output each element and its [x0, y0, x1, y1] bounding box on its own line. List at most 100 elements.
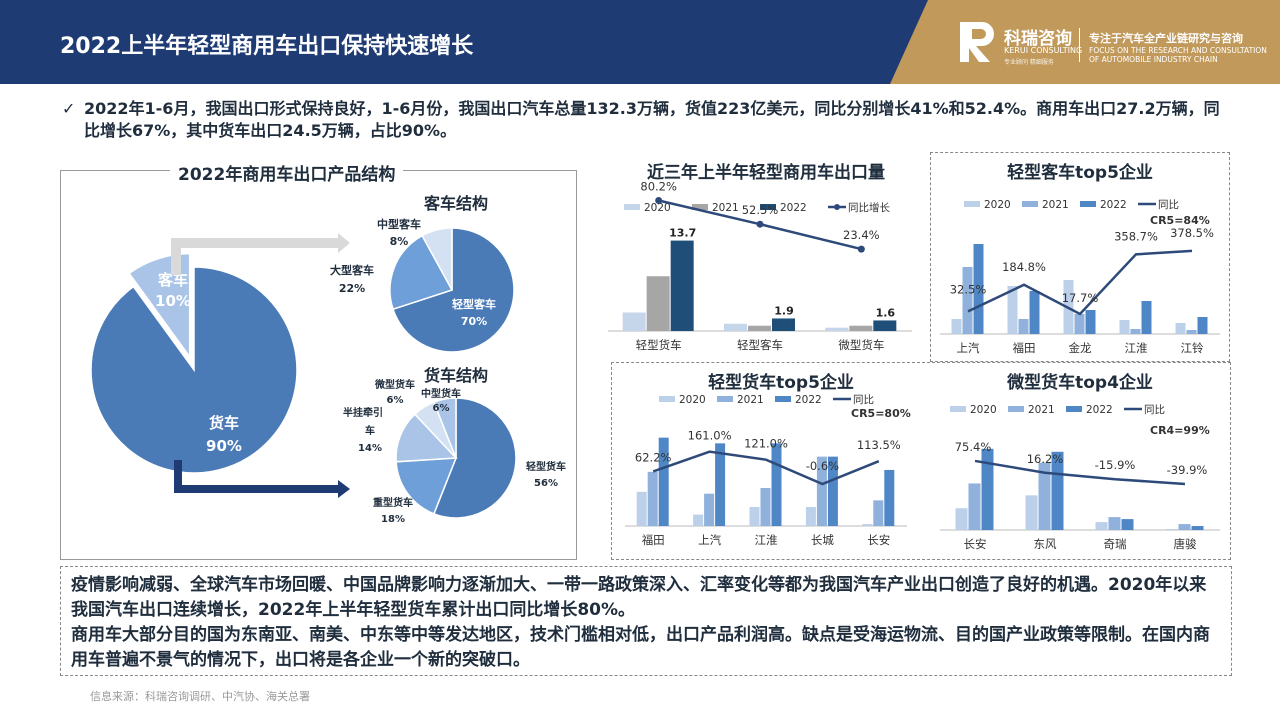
mini-top4-bar-1-1	[1038, 462, 1051, 530]
mini-top4-bar-2-2	[1121, 519, 1134, 530]
three-year-legend-swatch-1	[692, 204, 708, 210]
bus-top5-xtick-3: 江淮	[1125, 341, 1148, 355]
truck-top5-title: 轻型货车top5企业	[708, 372, 854, 393]
bus-top5-bar-3-0	[1119, 320, 1130, 334]
mini-top4-chart: 微型货车top4企业 2020 2021 2022 同比 CR4=99% 长安 东风 奇瑞 唐骏 7…	[940, 372, 1220, 551]
mini-top4-growth-label-2: -15.9%	[1095, 458, 1136, 472]
truck-top5-bar-1-2	[715, 443, 726, 526]
three-year-bar-1-1	[748, 325, 771, 331]
mini-top4-legend-swatch-1	[1008, 406, 1024, 412]
three-year-legend-text-1: 2021	[712, 202, 739, 214]
three-year-growth-point-0	[655, 197, 663, 205]
mini-top4-growth-label-0: 75.4%	[955, 440, 992, 454]
mini-top4-growth-line	[974, 459, 1186, 486]
mini-top4-bar-0-2	[981, 448, 994, 530]
check-icon: ✓	[62, 99, 76, 118]
bus-top5-growth-label-1: 184.8%	[1002, 260, 1046, 274]
mini-top4-note: CR4=99%	[1150, 424, 1210, 437]
mini-top4-bar-0-0	[955, 508, 968, 530]
three-year-growth-label-2: 23.4%	[843, 228, 880, 242]
three-year-value-label-2: 1.6	[876, 306, 896, 319]
bus-top5-growth-label-4: 378.5%	[1170, 226, 1214, 240]
bus-top5-legend-text-3: 同比	[1158, 198, 1179, 211]
bus-top5-bar-0-2	[973, 244, 984, 334]
bus-top5-legend-swatch-1	[1022, 201, 1038, 207]
kerui-logo-icon	[960, 22, 994, 62]
truck-top5-legend-text-0: 2020	[679, 394, 706, 406]
three-year-growth-label-1: 52.5%	[742, 203, 779, 217]
truck-top5-bar-4-1	[873, 500, 884, 526]
three-year-xtick-0: 轻型货车	[636, 338, 682, 352]
mini-top4-bar-2-1	[1108, 517, 1121, 530]
bus-top5-panel	[930, 152, 1230, 362]
truck-top5-bar-3-0	[805, 507, 816, 526]
bus-top5-legend-swatch-0	[964, 201, 980, 207]
page-title: 2022上半年轻型商用车出口保持快速增长	[60, 34, 474, 59]
truck-top5-bar-4-2	[884, 469, 895, 526]
bus-top5-growth-label-3: 358.7%	[1114, 229, 1158, 243]
truck-top5-growth-label-1: 161.0%	[688, 429, 732, 443]
mini-top4-bar-0-1	[968, 483, 981, 530]
bus-top5-legend-text-1: 2021	[1042, 199, 1069, 211]
mini-top4-growth-label-1: 16.2%	[1027, 452, 1064, 466]
truck-top5-legend-swatch-1	[717, 396, 733, 402]
bus-top5-bar-1-1	[1018, 319, 1029, 334]
truck-top5-bar-1-1	[704, 493, 715, 526]
truck-top5-xtick-2: 江淮	[755, 533, 778, 547]
truck-top5-legend-swatch-0	[659, 396, 675, 402]
mini-top4-growth-label-3: -39.9%	[1167, 463, 1208, 477]
truck-top5-bar-3-1	[816, 456, 827, 526]
bus-top5-bar-4-0	[1175, 323, 1186, 334]
bus-top5-bar-1-2	[1029, 291, 1040, 334]
three-year-legend-text-3: 同比增长	[848, 201, 890, 214]
truck-top5-legend-swatch-2	[775, 396, 791, 402]
summary-bullet: ✓ 2022年1-6月，我国出口形式保持良好，1-6月份，我国出口汽车总量132…	[62, 98, 1232, 142]
mini-top4-legend-text-1: 2021	[1028, 404, 1055, 416]
mini-top4-legend-swatch-0	[950, 406, 966, 412]
three-year-legend-text-0: 2020	[644, 202, 671, 214]
truck-top5-note: CR5=80%	[851, 407, 911, 420]
mini-top4-legend-text-0: 2020	[970, 404, 997, 416]
three-year-value-label-1: 1.9	[774, 304, 794, 317]
three-year-legend-dot	[834, 204, 840, 210]
mini-top4-legend-text-2: 2022	[1086, 404, 1113, 416]
mini-top4-legend-swatch-2	[1066, 406, 1082, 412]
three-year-value-label-0: 13.7	[669, 227, 696, 240]
truck-charts-panel	[611, 362, 1231, 560]
three-year-bar-0-1	[646, 276, 670, 331]
truck-top5-bar-2-2	[771, 443, 782, 526]
bus-top5-chart: 轻型客车top5企业 2020 2021 2022 同比 CR5=84% 上汽 福田 金龙 江淮 江…	[940, 162, 1220, 355]
truck-top5-bar-4-0	[862, 524, 873, 526]
three-year-bar-1-0	[724, 323, 747, 331]
source-note: 信息来源：科瑞咨询调研、中汽协、海关总署	[90, 690, 310, 703]
truck-top5-growth-label-3: -0.6%	[806, 459, 839, 473]
mini-top4-xtick-2: 奇瑞	[1104, 537, 1127, 551]
truck-top5-xtick-4: 长安	[867, 533, 890, 547]
three-year-growth-point-2	[857, 245, 865, 253]
mini-top4-bar-1-0	[1025, 495, 1038, 530]
bus-top5-growth-label-2: 17.7%	[1062, 291, 1099, 305]
analysis-paragraph-2: 商用车大部分目的国为东南亚、南美、中东等中等发达地区，技术门槛相对低，出口产品利…	[71, 625, 1210, 670]
bus-top5-bar-4-1	[1186, 330, 1197, 334]
three-year-bar-0-0	[622, 312, 646, 331]
tagline-cn: 专注于汽车全产业链研究与咨询	[1089, 32, 1243, 45]
truck-top5-bar-0-1	[647, 471, 658, 526]
bus-top5-legend-swatch-2	[1080, 201, 1096, 207]
truck-top5-growth-label-4: 113.5%	[857, 438, 901, 452]
three-year-xtick-2: 微型货车	[838, 338, 884, 352]
logo-english: KERUI CONSULTING	[1004, 46, 1083, 55]
truck-top5-bar-2-0	[749, 507, 760, 526]
mini-top4-bar-2-0	[1095, 522, 1108, 530]
truck-top5-legend-text-3: 同比	[853, 393, 874, 406]
bus-top5-legend-text-2: 2022	[1100, 199, 1127, 211]
truck-top5-bar-1-0	[693, 514, 704, 526]
truck-top5-xtick-1: 上汽	[698, 533, 721, 547]
bus-top5-note: CR5=84%	[1150, 214, 1210, 227]
bus-top5-bar-1-0	[1007, 286, 1018, 334]
structure-title: 2022年商用车出口产品结构	[170, 160, 404, 185]
three-year-legend-swatch-0	[624, 204, 640, 210]
truck-top5-xtick-3: 长城	[811, 533, 834, 547]
mini-top4-xtick-3: 唐骏	[1174, 537, 1197, 551]
three-year-legend-swatch-2	[760, 204, 776, 210]
